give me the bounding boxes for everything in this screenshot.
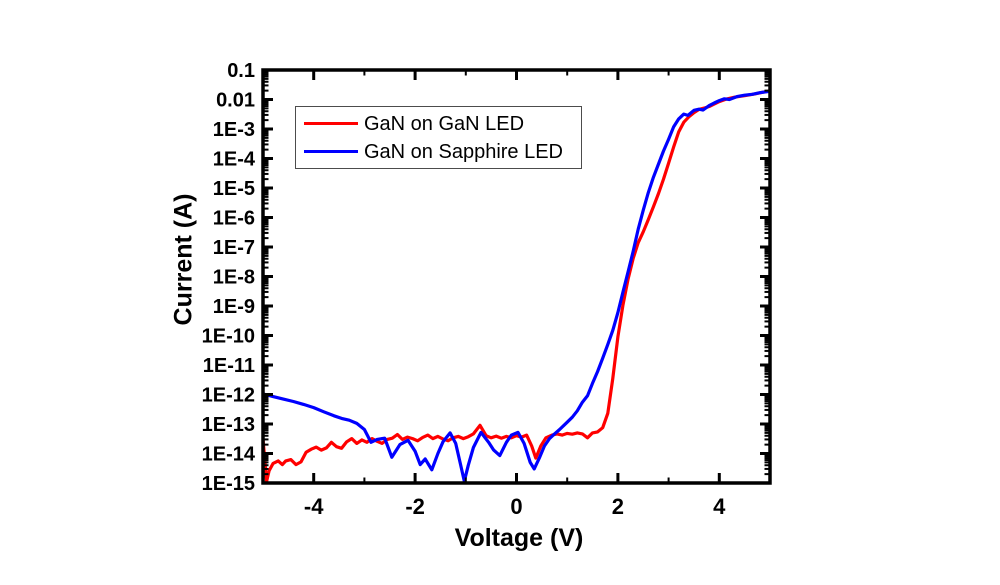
series-curve-1 (263, 89, 770, 483)
series-curve-0 (263, 89, 770, 483)
y-axis-title: Current (A) (169, 193, 198, 326)
legend-label-gan-on-gan: GaN on GaN LED (364, 112, 525, 135)
plot-frame (261, 68, 772, 485)
x-tick-label: 2 (612, 494, 624, 519)
legend-entry-gan-on-sapphire: GaN on Sapphire LED (304, 140, 581, 164)
y-tick-label: 1E-12 (202, 385, 255, 407)
y-tick-label: 1E-15 (202, 473, 255, 495)
y-tick-label: 1E-5 (213, 178, 255, 200)
x-axis-title: Voltage (V) (454, 524, 584, 552)
x-tick-label: 4 (713, 494, 726, 519)
y-tick-label: 1E-7 (213, 237, 255, 259)
y-tick-label: 1E-13 (202, 414, 255, 436)
legend-line-0 (304, 121, 358, 126)
y-tick-label: 1E-3 (213, 119, 255, 141)
legend-label-gan-on-sapphire: GaN on Sapphire LED (364, 140, 564, 163)
x-tick-label: -4 (304, 494, 324, 519)
x-tick-label: 0 (510, 494, 522, 519)
y-tick-label: 1E-6 (213, 208, 255, 230)
legend-box: GaN on GaN LED GaN on Sapphire LED (295, 106, 582, 169)
legend-line-1 (304, 149, 358, 154)
y-tick-label: 0.01 (216, 90, 255, 112)
legend-entry-gan-on-gan: GaN on GaN LED (304, 112, 581, 136)
y-tick-label: 1E-4 (213, 149, 256, 171)
y-tick-label: 1E-11 (203, 355, 255, 377)
y-tick-label: 1E-10 (202, 326, 255, 348)
y-tick-label: 1E-9 (213, 296, 255, 318)
x-tick-label: -2 (405, 494, 425, 519)
y-tick-label: 0.1 (227, 60, 255, 82)
y-tick-label: 1E-14 (202, 444, 256, 466)
y-tick-label: 1E-8 (213, 267, 255, 289)
